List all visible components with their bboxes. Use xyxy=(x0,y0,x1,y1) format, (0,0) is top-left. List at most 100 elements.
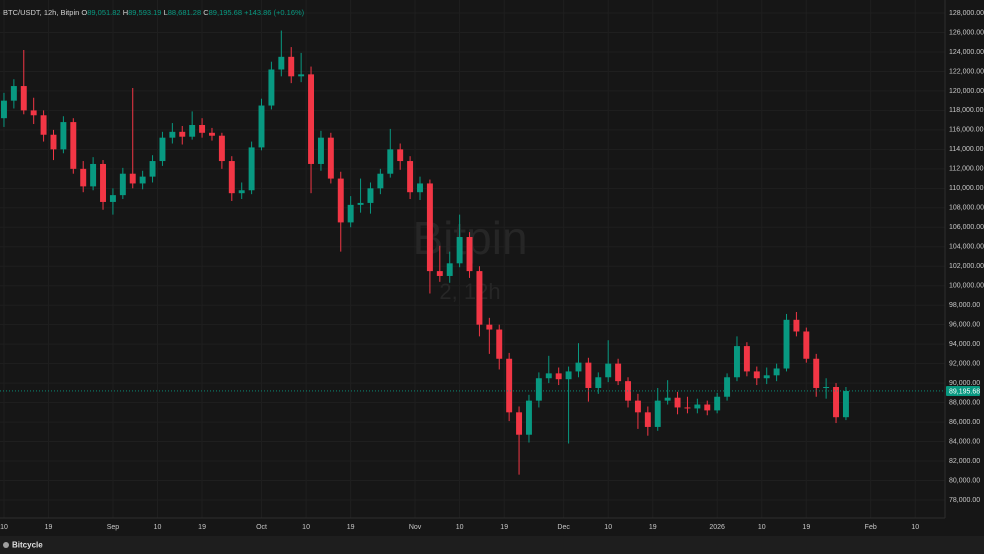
x-tick-label: 19 xyxy=(649,524,657,531)
candle-body xyxy=(525,400,532,435)
candle-body xyxy=(734,346,740,378)
candle-body xyxy=(535,378,542,401)
y-tick-label: 118,000.00 xyxy=(949,107,984,114)
legend-header: BTC/USDT, 12h, Bitpin O89,051.82 H89,593… xyxy=(3,8,305,17)
footer-brand: Bitcycle xyxy=(12,541,43,550)
y-tick-label: 104,000.00 xyxy=(949,244,984,251)
candle-body xyxy=(625,381,631,401)
candle-body xyxy=(486,324,493,330)
y-tick-label: 114,000.00 xyxy=(949,146,984,153)
y-tick-label: 120,000.00 xyxy=(949,88,984,95)
y-tick-label: 106,000.00 xyxy=(949,224,984,231)
candle-body xyxy=(407,161,414,193)
footer-icon xyxy=(3,542,9,548)
candle-body xyxy=(555,373,562,380)
candle-body xyxy=(357,202,364,205)
candle-body xyxy=(199,125,206,133)
candle-body xyxy=(0,100,7,119)
candle-body xyxy=(248,147,255,191)
candle-body xyxy=(426,183,433,272)
candle-body xyxy=(70,122,77,169)
x-tick-label: 19 xyxy=(347,524,355,531)
candle-body xyxy=(565,371,572,380)
legend-key: H xyxy=(123,8,128,17)
candle-body xyxy=(337,178,344,223)
candle-body xyxy=(327,137,334,179)
legend-key: O xyxy=(81,8,87,17)
candle-body xyxy=(179,131,186,137)
candle-body xyxy=(209,132,215,136)
last-price-label: 89,195.68 xyxy=(949,388,980,395)
candle-body xyxy=(397,149,404,162)
candle-body xyxy=(664,397,671,401)
candle-body xyxy=(644,412,651,427)
x-tick-label: 10 xyxy=(604,524,612,531)
candle-body xyxy=(189,125,196,137)
y-tick-label: 124,000.00 xyxy=(949,49,984,56)
watermark-subtitle: 2, 12h xyxy=(439,279,500,304)
candle-body xyxy=(149,161,156,177)
candle-body xyxy=(476,271,483,325)
y-tick-label: 84,000.00 xyxy=(949,438,980,445)
x-tick-label: 19 xyxy=(45,524,53,531)
last-price-box xyxy=(946,385,980,396)
candle-body xyxy=(159,137,166,162)
x-tick-label: 10 xyxy=(302,524,310,531)
candle-body xyxy=(704,404,711,411)
candle-body xyxy=(833,387,840,418)
x-tick-label: 10 xyxy=(758,524,766,531)
candle-body xyxy=(545,373,552,379)
y-tick-label: 78,000.00 xyxy=(949,497,980,504)
candle-body xyxy=(317,137,324,164)
axes: 78,000.00 80,000.00 82,000.00 84,000.00 86,0… xyxy=(0,10,984,531)
candle-body xyxy=(654,400,661,427)
candle-body xyxy=(278,56,285,70)
candle-body xyxy=(466,237,473,272)
candle-body xyxy=(129,173,136,184)
x-tick-label: Oct xyxy=(256,524,267,531)
y-tick-label: 88,000.00 xyxy=(949,399,980,406)
candle-body xyxy=(803,331,810,359)
candle-body xyxy=(585,362,592,388)
candle-body xyxy=(139,176,146,184)
y-tick-label: 96,000.00 xyxy=(949,322,980,329)
y-tick-label: 128,000.00 xyxy=(949,10,984,17)
legend-value: 89,195.68 xyxy=(209,8,242,17)
candle-body xyxy=(109,195,116,202)
x-tick-label: 19 xyxy=(500,524,508,531)
candle-body xyxy=(773,368,780,376)
x-tick-label: 10 xyxy=(154,524,162,531)
candle-body xyxy=(119,173,126,196)
y-tick-label: 116,000.00 xyxy=(949,127,984,134)
candle-body xyxy=(793,319,800,332)
candle-body xyxy=(228,161,235,194)
candle-body xyxy=(387,149,394,174)
candle-body xyxy=(506,358,513,413)
candle-body xyxy=(367,188,374,203)
candle-body xyxy=(674,397,681,408)
candle-body xyxy=(268,69,275,106)
symbol: BTC/USDT, 12h, Bitpin xyxy=(3,8,79,17)
candle-body xyxy=(377,173,384,189)
x-tick-label: 10 xyxy=(456,524,464,531)
candle-body xyxy=(743,346,750,372)
candle-body xyxy=(516,412,523,435)
candle-body xyxy=(684,407,691,409)
candle-body xyxy=(298,74,305,77)
candle-body xyxy=(694,404,701,409)
y-tick-label: 108,000.00 xyxy=(949,205,984,212)
candle-body xyxy=(218,135,225,162)
candle-body xyxy=(456,237,463,264)
candle-body xyxy=(10,86,17,101)
legend-key: C xyxy=(203,8,209,17)
y-tick-label: 92,000.00 xyxy=(949,360,980,367)
candle-body xyxy=(288,56,295,77)
candle-body xyxy=(100,163,106,202)
candle-body xyxy=(575,362,582,372)
y-tick-label: 80,000.00 xyxy=(949,477,980,484)
candle-body xyxy=(763,375,770,379)
candle-body xyxy=(783,319,790,369)
candle-body xyxy=(446,263,453,276)
